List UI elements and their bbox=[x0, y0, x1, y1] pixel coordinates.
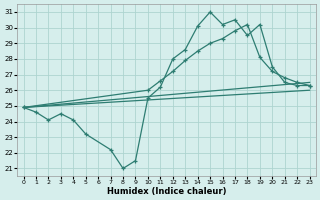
X-axis label: Humidex (Indice chaleur): Humidex (Indice chaleur) bbox=[107, 187, 226, 196]
